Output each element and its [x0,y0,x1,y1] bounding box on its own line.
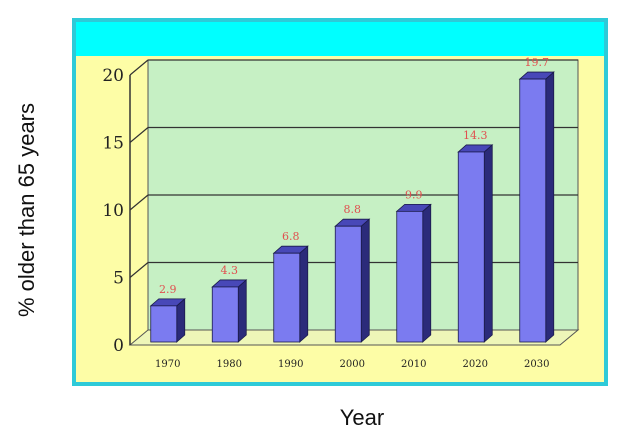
bar-front [273,252,301,343]
x-tick-labels: 1970 1980 1990 2000 2010 2020 2030 [155,359,549,370]
bar-1980 [211,279,248,343]
bar-side [422,203,432,343]
y-tick-label: 0 [113,336,124,356]
x-tick-label: 2000 [340,359,365,370]
grid-depth-line [129,59,149,76]
y-tick-label: 10 [102,201,124,221]
bar-1970 [149,297,186,343]
y-tick-label: 5 [113,269,124,289]
x-tick-label: 2020 [463,359,488,370]
y-tick-label: 15 [102,134,124,154]
grid-depth-line [129,194,149,211]
bar-side [299,245,309,343]
data-label: 6.8 [282,230,300,243]
data-label: 19.7 [525,56,550,69]
data-label: 9.9 [405,188,423,201]
y-axis-label: % older than 65 years [14,103,39,317]
x-axis-label: Year [340,405,384,430]
bar-front [519,78,547,343]
bar-side [237,279,247,343]
bar-side [360,218,370,343]
bar-side [483,144,493,343]
grid-depth-line [129,127,149,143]
data-label: 2.9 [159,283,177,296]
header-band [76,22,604,56]
x-tick-label: 1970 [155,359,180,370]
bar-front [211,286,239,343]
data-label: 4.3 [221,264,239,277]
y-tick-labels: 0 5 10 15 20 [102,66,124,356]
bar-front [334,225,362,343]
bar-1990 [272,245,309,343]
x-tick-label: 1990 [278,359,303,370]
bars [149,71,555,343]
data-label: 8.8 [344,203,362,216]
data-labels: 2.9 4.3 6.8 8.8 9.9 14.3 19.7 [159,56,549,296]
bar-2020 [457,144,494,343]
y-tick-label: 20 [102,66,124,86]
x-tick-label: 1980 [217,359,242,370]
data-label: 14.3 [463,129,488,142]
bar-front [457,151,485,343]
bar-front [150,305,178,343]
bar-2000 [334,218,371,343]
x-tick-label: 2030 [524,359,549,370]
bar-front [396,210,424,343]
x-tick-label: 2010 [401,359,426,370]
bar-2010 [395,203,432,343]
bar-2030 [518,71,555,343]
bar-side [545,71,555,343]
grid-depth-line [129,262,149,278]
